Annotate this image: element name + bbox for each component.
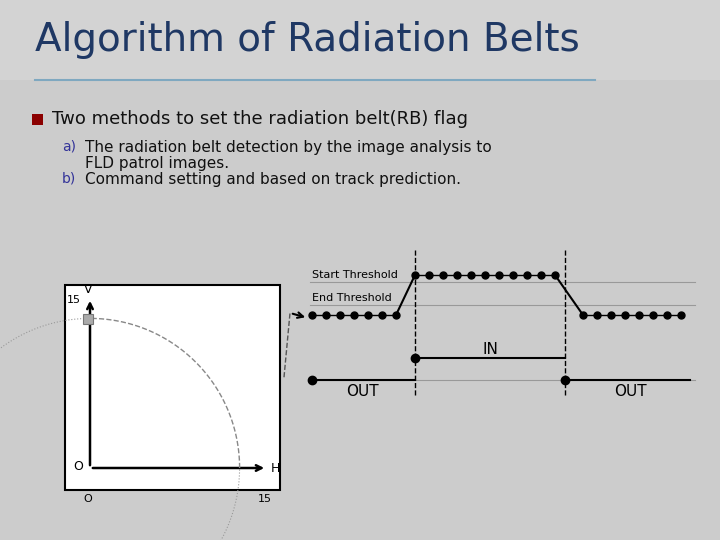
- Text: a): a): [62, 140, 76, 154]
- Text: V: V: [84, 283, 92, 296]
- Text: OUT: OUT: [346, 384, 379, 399]
- Text: Start Threshold: Start Threshold: [312, 270, 398, 280]
- Text: IN: IN: [482, 342, 498, 357]
- Text: Command setting and based on track prediction.: Command setting and based on track predi…: [85, 172, 461, 187]
- Text: O: O: [84, 494, 92, 504]
- Text: End Threshold: End Threshold: [312, 293, 392, 303]
- Text: H: H: [271, 462, 280, 475]
- Bar: [0, 80, 720, 540]
- Text: b): b): [62, 172, 76, 186]
- Text: OUT: OUT: [613, 384, 647, 399]
- Text: 15: 15: [258, 494, 272, 504]
- Text: Two methods to set the radiation belt(RB) flag: Two methods to set the radiation belt(RB…: [52, 110, 468, 128]
- Bar: [32, 114, 43, 125]
- Text: Algorithm of Radiation Belts: Algorithm of Radiation Belts: [35, 21, 580, 59]
- Bar: [83, 314, 93, 325]
- Bar: [65, 285, 280, 490]
- Text: FLD patrol images.: FLD patrol images.: [85, 156, 229, 171]
- Text: 15: 15: [67, 295, 81, 305]
- Bar: [0, 0, 720, 80]
- Text: The radiation belt detection by the image analysis to: The radiation belt detection by the imag…: [85, 140, 492, 155]
- Text: O: O: [73, 460, 83, 472]
